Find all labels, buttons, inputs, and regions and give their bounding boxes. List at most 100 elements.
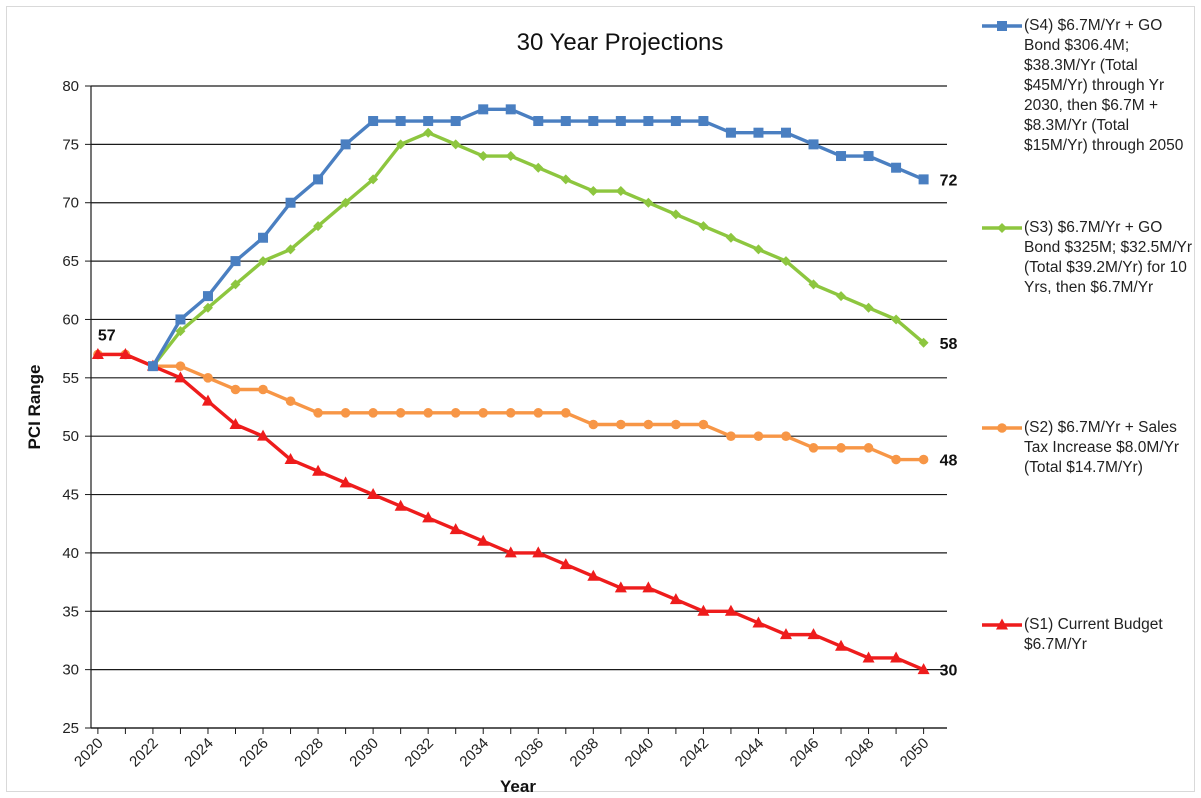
data-point [997, 21, 1007, 31]
y-tick-label: 70 [62, 195, 79, 212]
x-tick-label: 2036 [511, 735, 547, 771]
data-point [835, 639, 848, 651]
data-point [175, 326, 186, 337]
data-point [698, 116, 709, 127]
y-tick-label: 35 [62, 603, 79, 620]
data-point [395, 116, 406, 127]
data-point [918, 337, 929, 348]
data-point [615, 186, 626, 197]
data-point [339, 476, 352, 488]
data-point [588, 116, 599, 127]
data-point [587, 569, 600, 581]
data-point [725, 127, 736, 138]
axes [85, 85, 947, 734]
data-point [781, 431, 791, 441]
labels: 25 30 35 40 45 50 55 60 65 70 75 80 2020 2022 2024 2026… [62, 78, 957, 770]
data-point [614, 581, 627, 593]
data-point [642, 581, 655, 593]
legend-label: (S4) $6.7M/Yr + GO Bond $306.4M; $38.3M/… [1024, 17, 1184, 154]
x-tick-label: 2042 [677, 735, 713, 771]
series-line [97, 352, 925, 672]
data-point [836, 443, 846, 453]
data-point [367, 488, 380, 500]
data-point [669, 593, 682, 605]
data-point [753, 244, 764, 255]
x-tick-label: 2034 [456, 735, 492, 771]
y-tick-label: 40 [62, 545, 79, 562]
data-point [533, 162, 544, 173]
data-point [258, 384, 268, 395]
y-tick-label: 80 [62, 78, 79, 95]
data-point [698, 419, 709, 430]
data-point [532, 546, 545, 558]
data-point [478, 408, 489, 418]
data-point [174, 371, 187, 383]
data-point [230, 279, 241, 290]
data-point [368, 408, 378, 418]
x-tick-label: 2028 [291, 735, 327, 771]
data-point [996, 618, 1008, 630]
data-point [616, 419, 626, 430]
data-point [201, 394, 214, 406]
data-point [891, 162, 902, 173]
data-point [890, 651, 903, 663]
data-point [808, 443, 819, 453]
x-tick-label: 2020 [71, 735, 107, 771]
data-point [533, 408, 544, 418]
legend-swatch [982, 423, 1022, 433]
data-point [450, 116, 461, 127]
data-point [505, 104, 516, 115]
data-point [671, 419, 681, 430]
data-point [368, 174, 379, 185]
data-point [423, 116, 434, 127]
x-axis-label: Year [500, 777, 536, 796]
series-line [151, 107, 925, 368]
y-axis-label: PCI Range [25, 364, 44, 449]
data-point [997, 423, 1007, 433]
data-point [697, 604, 710, 616]
data-point [423, 408, 433, 418]
data-point [891, 454, 901, 465]
x-tick-label: 2050 [897, 735, 933, 771]
data-point [533, 116, 544, 127]
x-tick-label: 2046 [787, 735, 823, 771]
x-tick-label: 2038 [567, 735, 603, 771]
x-tick-label: 2030 [346, 735, 382, 771]
series-4 [91, 347, 930, 675]
data-point [203, 373, 213, 383]
data-point [808, 279, 819, 290]
data-point [643, 197, 654, 208]
data-point [560, 408, 571, 418]
data-point [312, 464, 325, 476]
legend-label: (S1) Current Budget $6.7M/Yr [1024, 616, 1163, 653]
x-tick-label: 2048 [842, 735, 878, 771]
data-point [175, 314, 186, 325]
data-point [560, 174, 571, 185]
start-label: 57 [98, 327, 116, 344]
data-point [780, 127, 791, 138]
series-line [97, 352, 924, 462]
data-point [588, 419, 599, 430]
data-point [670, 209, 681, 220]
data-point [505, 151, 516, 162]
data-point [257, 429, 270, 441]
data-point [230, 384, 241, 395]
data-point [753, 127, 764, 138]
data-point [615, 116, 626, 127]
data-point [560, 116, 571, 127]
data-point [450, 139, 461, 150]
y-tick-label: 60 [62, 311, 79, 328]
x-tick-label: 2032 [401, 735, 437, 771]
x-tick-label: 2022 [126, 735, 162, 771]
data-point [368, 116, 379, 127]
data-point [285, 244, 296, 255]
data-point [395, 139, 406, 150]
data-point [780, 256, 791, 267]
data-point [863, 443, 874, 453]
data-point [862, 651, 875, 663]
data-point [202, 302, 213, 313]
series-2 [147, 127, 929, 372]
data-point [395, 408, 406, 418]
data-point [670, 116, 681, 127]
data-point [285, 396, 296, 406]
